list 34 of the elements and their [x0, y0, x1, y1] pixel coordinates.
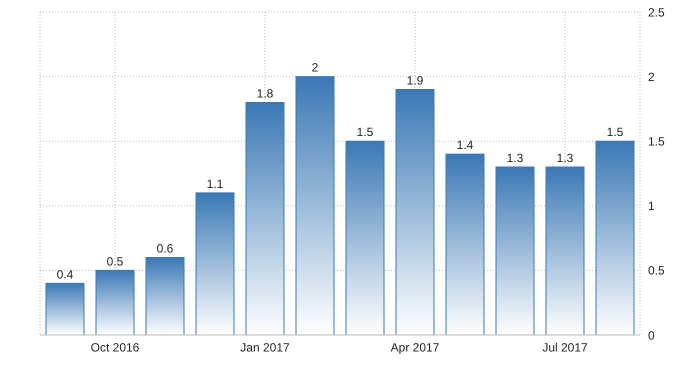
data-label: 1.3	[556, 151, 574, 166]
bar	[446, 154, 484, 335]
y-tick-label: 0.5	[648, 264, 666, 278]
data-label: 1.5	[356, 125, 374, 140]
data-label: 1.9	[406, 74, 424, 88]
bar	[46, 282, 84, 335]
bar	[346, 140, 384, 335]
y-tick-label: 2	[648, 70, 655, 84]
bar	[246, 102, 284, 335]
bar	[546, 166, 584, 335]
x-tick-label: Jul 2017	[542, 340, 588, 355]
data-label: 0.4	[56, 267, 74, 282]
y-tick-label: 1	[648, 199, 655, 214]
bar	[96, 270, 134, 335]
data-label: 2	[312, 60, 319, 75]
data-label: 1.1	[206, 176, 224, 191]
data-label: 1.3	[506, 151, 524, 166]
bar	[396, 89, 434, 335]
bar	[496, 166, 534, 335]
data-label: 1.4	[456, 138, 474, 152]
y-tick-label: 1.5	[648, 134, 666, 148]
bar	[596, 140, 634, 335]
data-label: 0.5	[106, 254, 124, 268]
data-label: 1.5	[606, 125, 624, 140]
data-label: 1.8	[256, 86, 274, 100]
x-tick-label: Oct 2016	[90, 340, 140, 355]
y-tick-label: 2.5	[648, 5, 666, 20]
bar	[296, 76, 334, 335]
x-tick-label: Apr 2017	[390, 340, 440, 355]
x-tick-label: Jan 2017	[240, 340, 290, 355]
y-tick-label: 0	[648, 328, 655, 342]
bar	[196, 192, 234, 335]
bar	[146, 256, 184, 335]
data-label: 0.6	[156, 241, 174, 256]
